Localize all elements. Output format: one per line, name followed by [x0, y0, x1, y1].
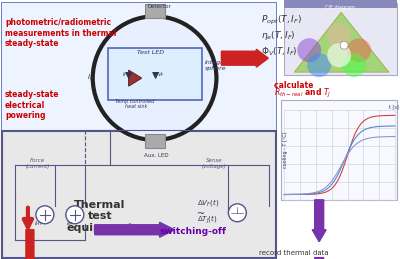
Text: $R_{th-real}$ and $T_J$: $R_{th-real}$ and $T_J$: [274, 87, 332, 100]
FancyBboxPatch shape: [145, 4, 164, 18]
FancyArrow shape: [23, 230, 37, 259]
Text: t [s]: t [s]: [389, 104, 399, 109]
Text: $\eta_e(T,I_F)$: $\eta_e(T,I_F)$: [261, 29, 296, 42]
Text: $I_F$: $I_F$: [87, 73, 94, 83]
Circle shape: [228, 204, 246, 222]
Text: Sense
(voltage): Sense (voltage): [202, 158, 227, 169]
Text: CIE diagram: CIE diagram: [325, 5, 355, 10]
Text: cooling - T [°C]: cooling - T [°C]: [283, 132, 288, 168]
Text: Aux. LED: Aux. LED: [144, 153, 168, 158]
Text: photometric/radiometric
measurements in thermal
steady-state: photometric/radiometric measurements in …: [5, 18, 116, 48]
FancyBboxPatch shape: [2, 3, 276, 258]
Text: ~: ~: [198, 209, 206, 219]
FancyBboxPatch shape: [2, 131, 276, 258]
Bar: [284, 0, 397, 8]
Text: Test LED: Test LED: [137, 50, 164, 55]
Text: $\Delta T_J(t)$: $\Delta T_J(t)$: [198, 214, 218, 226]
Circle shape: [36, 206, 54, 224]
Text: $V_F$: $V_F$: [156, 70, 165, 79]
FancyBboxPatch shape: [108, 48, 202, 100]
Text: Force
(current): Force (current): [26, 158, 50, 169]
Circle shape: [297, 38, 321, 62]
Circle shape: [347, 38, 371, 62]
Text: Thermal
test
equipment: Thermal test equipment: [66, 200, 133, 233]
Circle shape: [327, 43, 351, 67]
Circle shape: [342, 53, 366, 77]
FancyBboxPatch shape: [284, 3, 397, 75]
Text: $I_{HI}$: $I_{HI}$: [34, 219, 42, 228]
FancyArrow shape: [312, 200, 326, 242]
Circle shape: [66, 206, 84, 224]
Text: heat sink: heat sink: [125, 104, 147, 109]
Circle shape: [327, 23, 351, 47]
FancyArrow shape: [95, 222, 174, 237]
Text: Temp controlled: Temp controlled: [115, 99, 154, 104]
Text: record thermal data: record thermal data: [260, 250, 329, 256]
Text: $I_M$: $I_M$: [66, 219, 74, 228]
Text: $\Phi_V(T,I_F)$: $\Phi_V(T,I_F)$: [261, 45, 298, 58]
FancyBboxPatch shape: [145, 134, 164, 148]
Text: $I_F$: $I_F$: [122, 70, 128, 79]
Circle shape: [93, 16, 216, 140]
Text: steady-state
electrical
powering: steady-state electrical powering: [5, 90, 60, 120]
FancyArrow shape: [312, 258, 326, 259]
Text: $P_{opt}(T,I_F)$: $P_{opt}(T,I_F)$: [261, 14, 302, 27]
FancyBboxPatch shape: [2, 3, 276, 130]
Text: Integrating
sphere: Integrating sphere: [204, 60, 240, 71]
Circle shape: [307, 53, 331, 77]
FancyBboxPatch shape: [281, 100, 397, 200]
Circle shape: [340, 41, 348, 49]
FancyArrow shape: [222, 49, 268, 67]
Text: Detector: Detector: [148, 4, 172, 9]
Polygon shape: [294, 12, 389, 72]
Polygon shape: [129, 70, 142, 86]
Text: $\Delta V_F(t)$: $\Delta V_F(t)$: [198, 197, 220, 208]
Text: switching-off: switching-off: [160, 227, 226, 236]
Text: calculate: calculate: [274, 81, 316, 90]
